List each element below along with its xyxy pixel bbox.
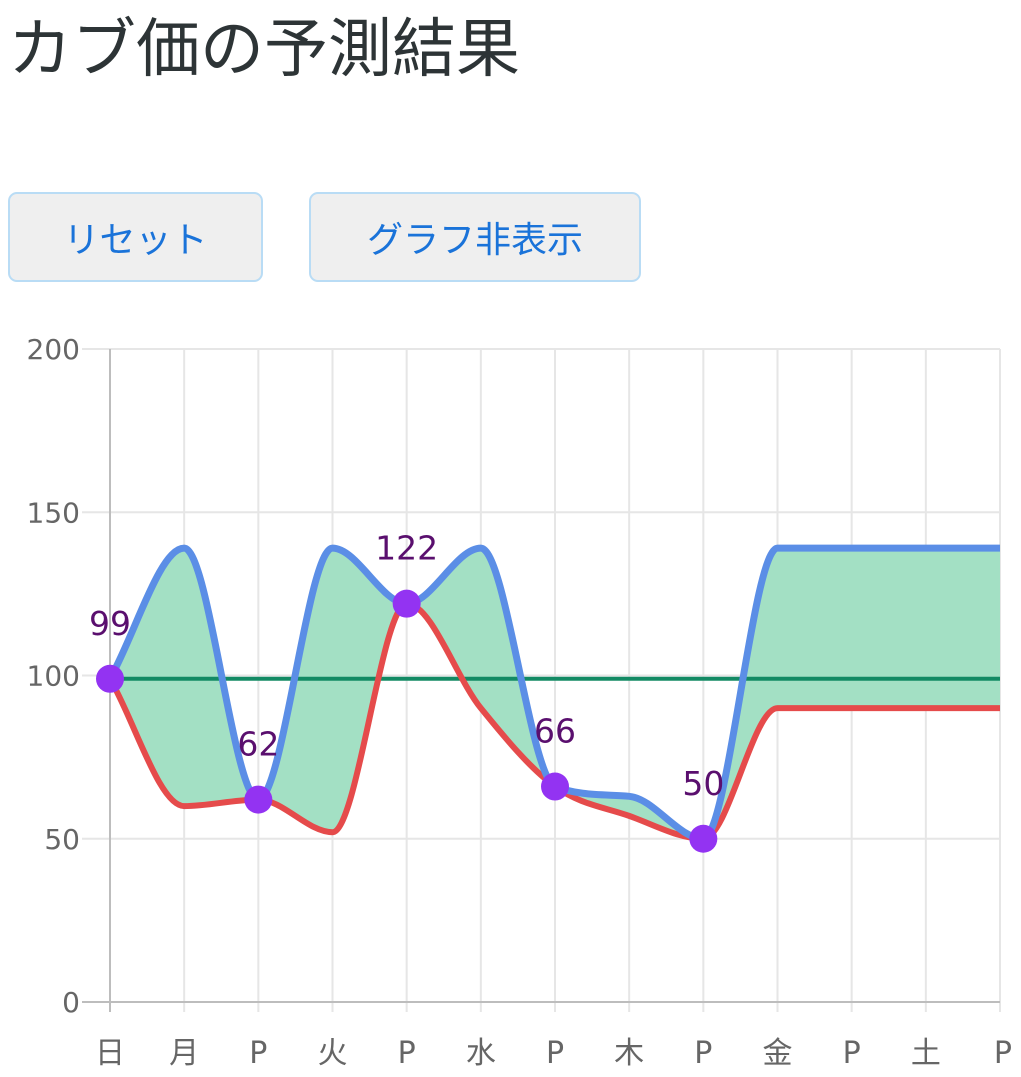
x-tick-label: 日 <box>95 1036 125 1071</box>
data-label: 99 <box>89 604 131 643</box>
x-tick-label: P <box>694 1036 712 1071</box>
data-point[interactable] <box>96 664 124 693</box>
y-tick-label: 50 <box>44 823 80 856</box>
turnip-price-chart: 99 62 122 66 50 0 50 100 150 200 日 月 P 火 P 水 P 木 P 金 P 土 P <box>27 333 1012 1071</box>
data-point[interactable] <box>689 824 718 853</box>
y-tick-label: 100 <box>27 660 80 693</box>
x-tick-label: 水 <box>466 1036 496 1071</box>
x-tick-label: P <box>843 1036 861 1071</box>
data-label: 66 <box>534 712 576 751</box>
max-price-line <box>106 544 1000 843</box>
hide-graph-button[interactable]: グラフ非表示 <box>309 192 641 282</box>
data-label: 50 <box>682 764 724 803</box>
data-point[interactable] <box>392 589 421 618</box>
x-tick-label: 火 <box>318 1036 348 1071</box>
page-title: カブ価の予測結果 <box>8 13 520 87</box>
reset-button[interactable]: リセット <box>8 192 263 282</box>
y-tick-label: 200 <box>27 333 80 366</box>
x-tick-label: P <box>994 1036 1012 1071</box>
x-tick-label: P <box>249 1036 267 1071</box>
price-range-band <box>110 548 1000 839</box>
y-tick-label: 0 <box>62 986 80 1019</box>
data-point[interactable] <box>244 785 273 814</box>
data-label: 62 <box>237 725 279 764</box>
x-tick-label: P <box>398 1036 416 1071</box>
y-tick-label: 150 <box>27 496 80 529</box>
x-tick-label: 木 <box>614 1036 644 1071</box>
x-tick-label: 月 <box>169 1036 199 1071</box>
x-tick-label: 土 <box>911 1036 941 1071</box>
x-tick-label: P <box>546 1036 564 1071</box>
data-label: 122 <box>375 529 438 568</box>
data-point[interactable] <box>541 772 569 801</box>
x-tick-label: 金 <box>763 1036 793 1071</box>
